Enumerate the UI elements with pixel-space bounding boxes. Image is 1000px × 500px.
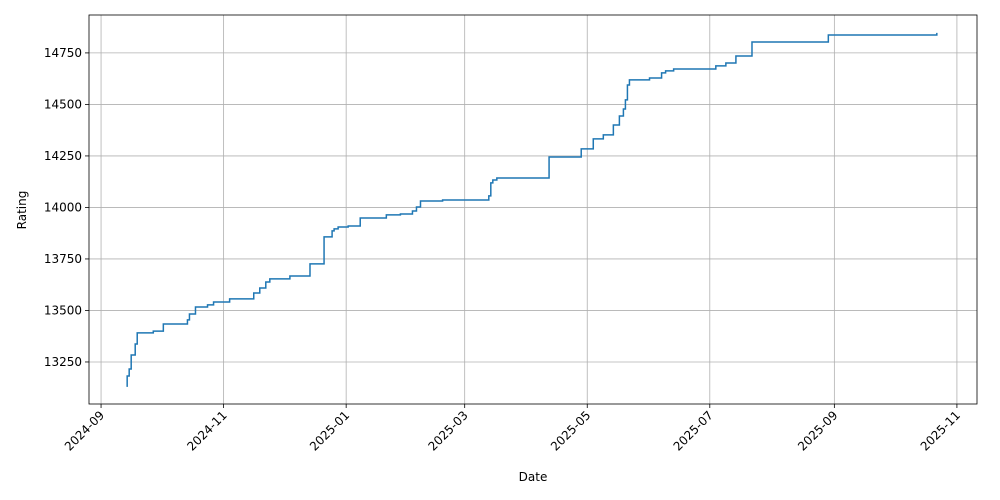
y-tick-label: 14500	[44, 97, 82, 111]
y-tick-label: 13250	[44, 355, 82, 369]
x-tick-label: 2025-03	[425, 408, 470, 453]
plot-frame	[88, 14, 978, 405]
y-tick-label: 13750	[44, 252, 82, 266]
x-tick-label: 2024-09	[62, 408, 107, 453]
x-axis-label: Date	[519, 470, 548, 484]
x-tick-label: 2025-11	[918, 408, 963, 453]
x-tick-label: 2024-11	[184, 408, 229, 453]
y-tick-label: 14000	[44, 200, 82, 214]
x-tick-label: 2025-07	[671, 408, 716, 453]
x-tick-label: 2025-01	[307, 408, 352, 453]
x-tick-label: 2025-05	[548, 408, 593, 453]
rating-line	[126, 32, 938, 387]
y-tick-label: 14250	[44, 149, 82, 163]
x-tick-label: 2025-09	[795, 408, 840, 453]
y-tick-label: 13500	[44, 303, 82, 317]
y-tick-label: 14750	[44, 46, 82, 60]
y-axis-label: Rating	[15, 191, 29, 230]
